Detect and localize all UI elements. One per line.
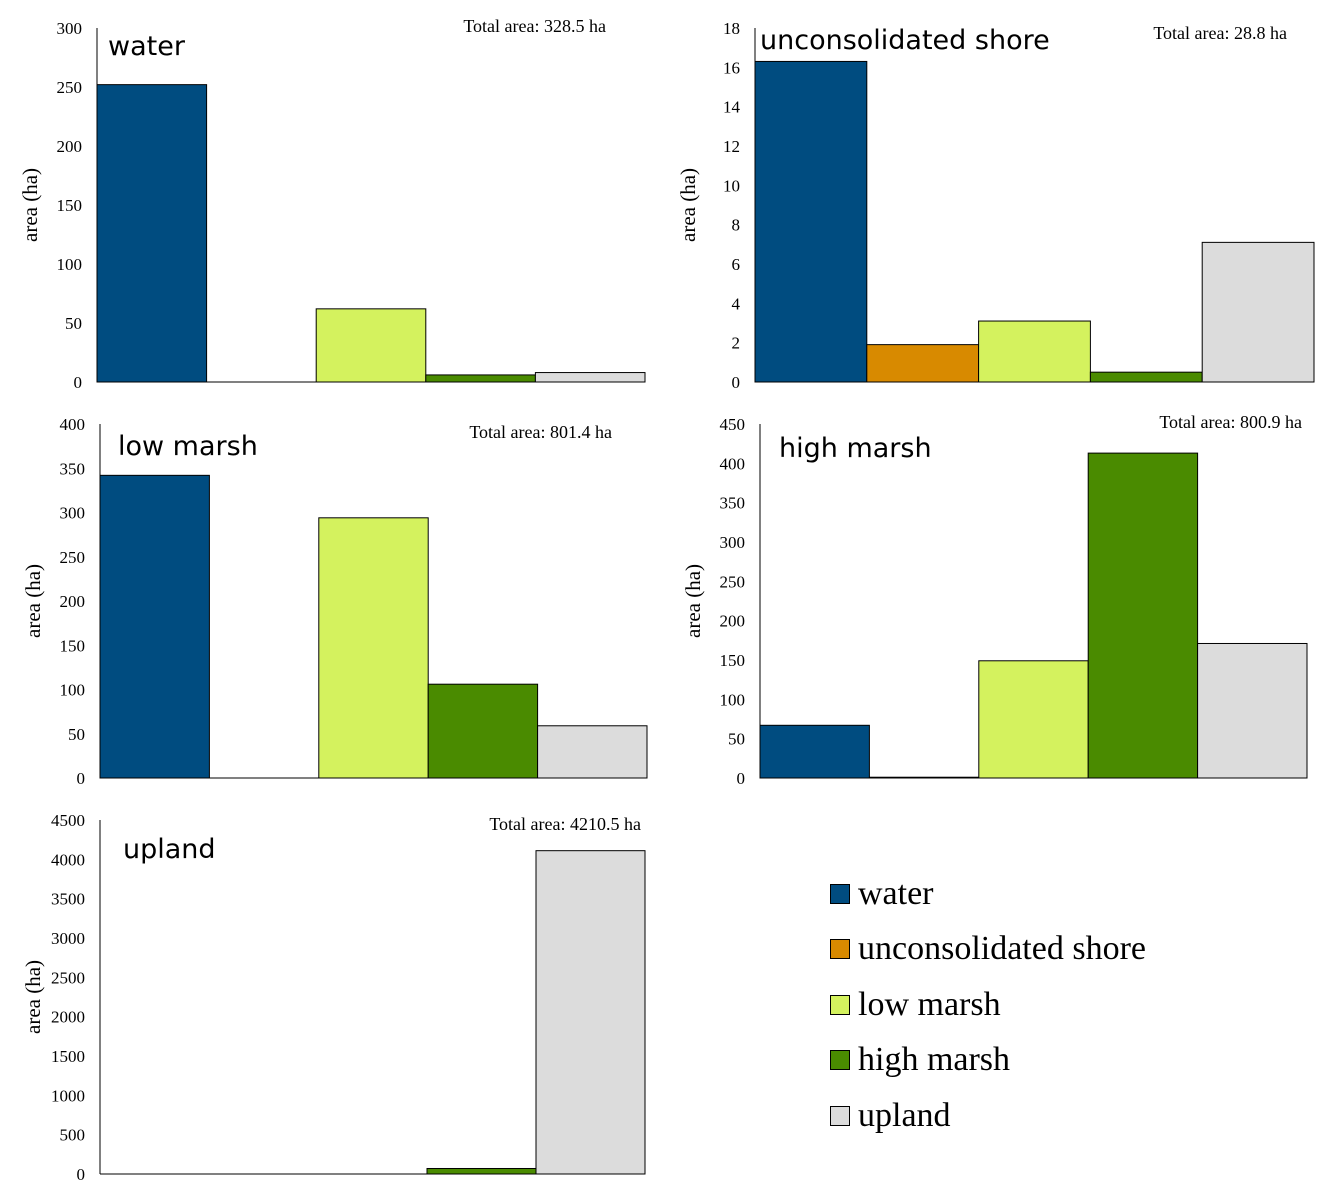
chart-title-unconsolidated-shore: unconsolidated shore xyxy=(760,25,1050,56)
total-area-annotation-high-marsh: Total area: 800.9 ha xyxy=(1159,412,1302,432)
legend-swatch-high-marsh xyxy=(830,1050,850,1070)
y-tick-label-water: 250 xyxy=(57,78,83,97)
bar-low-marsh-water xyxy=(100,475,209,778)
legend-swatch-unconsolidated-shore xyxy=(830,939,850,959)
bar-high-marsh-low-marsh xyxy=(979,661,1088,778)
y-tick-label-low-marsh: 300 xyxy=(60,504,86,523)
legend-label-unconsolidated-shore: unconsolidated shore xyxy=(858,930,1146,968)
y-tick-label-low-marsh: 100 xyxy=(60,681,86,700)
legend-swatch-low-marsh xyxy=(830,995,850,1015)
y-tick-label-low-marsh: 150 xyxy=(60,636,86,655)
y-tick-label-unconsolidated-shore: 2 xyxy=(732,334,741,353)
bar-unconsolidated-shore-unconsolidated-shore xyxy=(867,345,979,382)
y-tick-label-upland: 2000 xyxy=(51,1008,85,1027)
y-tick-label-high-marsh: 0 xyxy=(737,769,746,788)
legend-label-low-marsh: low marsh xyxy=(858,986,1001,1024)
bar-unconsolidated-shore-water xyxy=(755,61,867,382)
y-tick-label-water: 200 xyxy=(57,137,83,156)
y-tick-label-low-marsh: 250 xyxy=(60,548,86,567)
y-tick-label-high-marsh: 50 xyxy=(728,730,745,749)
y-tick-label-high-marsh: 300 xyxy=(720,533,746,552)
y-tick-label-high-marsh: 250 xyxy=(720,572,746,591)
bar-water-water xyxy=(97,85,207,382)
legend-item-upland: upland xyxy=(830,1088,1146,1144)
y-tick-label-unconsolidated-shore: 16 xyxy=(723,58,740,77)
y-tick-label-water: 150 xyxy=(57,196,83,215)
chart-title-water: water xyxy=(108,31,186,62)
y-tick-label-high-marsh: 100 xyxy=(720,690,746,709)
bar-unconsolidated-shore-high-marsh xyxy=(1090,372,1202,382)
total-area-annotation-water: Total area: 328.5 ha xyxy=(463,16,606,36)
y-tick-label-low-marsh: 350 xyxy=(60,459,86,478)
y-tick-label-upland: 3000 xyxy=(51,929,85,948)
y-tick-label-unconsolidated-shore: 8 xyxy=(732,216,741,235)
y-axis-label-water: area (ha) xyxy=(18,168,42,242)
y-tick-label-water: 300 xyxy=(57,19,83,38)
y-axis-label-upland: area (ha) xyxy=(21,960,45,1034)
y-tick-label-upland: 0 xyxy=(77,1165,86,1184)
total-area-annotation-upland: Total area: 4210.5 ha xyxy=(489,814,641,834)
legend-swatch-water xyxy=(830,884,850,904)
chart-title-low-marsh: low marsh xyxy=(118,431,258,462)
y-tick-label-unconsolidated-shore: 12 xyxy=(723,137,740,156)
bar-unconsolidated-shore-low-marsh xyxy=(979,321,1091,382)
legend-label-high-marsh: high marsh xyxy=(858,1041,1010,1079)
y-tick-label-high-marsh: 400 xyxy=(720,454,746,473)
y-tick-label-unconsolidated-shore: 14 xyxy=(723,98,741,117)
legend-item-low-marsh: low marsh xyxy=(830,977,1146,1033)
y-axis-label-unconsolidated-shore: area (ha) xyxy=(676,168,700,242)
y-tick-label-unconsolidated-shore: 4 xyxy=(732,294,741,313)
y-axis-label-high-marsh: area (ha) xyxy=(681,564,705,638)
bar-low-marsh-high-marsh xyxy=(428,684,537,778)
y-tick-label-upland: 1500 xyxy=(51,1047,85,1066)
legend: water unconsolidated shore low marsh hig… xyxy=(830,866,1146,1144)
y-tick-label-high-marsh: 450 xyxy=(720,415,746,434)
bar-low-marsh-upland xyxy=(538,726,647,778)
y-tick-label-unconsolidated-shore: 0 xyxy=(732,373,741,392)
y-tick-label-upland: 4000 xyxy=(51,850,85,869)
total-area-annotation-unconsolidated-shore: Total area: 28.8 ha xyxy=(1153,23,1287,43)
bar-unconsolidated-shore-upland xyxy=(1202,242,1314,382)
y-tick-label-unconsolidated-shore: 6 xyxy=(732,255,741,274)
bar-upland-high-marsh xyxy=(427,1168,536,1174)
bar-water-low-marsh xyxy=(316,309,426,382)
y-tick-label-unconsolidated-shore: 10 xyxy=(723,176,740,195)
total-area-annotation-low-marsh: Total area: 801.4 ha xyxy=(469,422,612,442)
legend-swatch-upland xyxy=(830,1106,850,1126)
y-tick-label-upland: 3500 xyxy=(51,890,85,909)
bar-high-marsh-upland xyxy=(1198,643,1307,778)
bar-high-marsh-water xyxy=(760,725,869,778)
bar-high-marsh-high-marsh xyxy=(1088,453,1197,778)
bar-upland-upland xyxy=(536,851,645,1174)
y-tick-label-high-marsh: 350 xyxy=(720,494,746,513)
y-tick-label-unconsolidated-shore: 18 xyxy=(723,19,740,38)
bar-low-marsh-low-marsh xyxy=(319,518,428,778)
chart-title-upland: upland xyxy=(123,834,216,865)
bar-water-high-marsh xyxy=(426,375,536,382)
legend-item-high-marsh: high marsh xyxy=(830,1033,1146,1089)
y-tick-label-upland: 500 xyxy=(60,1126,86,1145)
y-tick-label-upland: 4500 xyxy=(51,811,85,830)
y-axis-label-low-marsh: area (ha) xyxy=(21,564,45,638)
y-tick-label-high-marsh: 150 xyxy=(720,651,746,670)
legend-item-water: water xyxy=(830,866,1146,922)
y-tick-label-water: 0 xyxy=(74,373,83,392)
y-tick-label-low-marsh: 50 xyxy=(68,725,85,744)
y-tick-label-low-marsh: 200 xyxy=(60,592,86,611)
y-tick-label-water: 50 xyxy=(65,314,82,333)
y-tick-label-upland: 1000 xyxy=(51,1086,85,1105)
y-tick-label-upland: 2500 xyxy=(51,968,85,987)
legend-label-water: water xyxy=(858,875,934,913)
y-tick-label-high-marsh: 200 xyxy=(720,612,746,631)
y-tick-label-water: 100 xyxy=(57,255,83,274)
bar-water-upland xyxy=(535,373,645,382)
y-tick-label-low-marsh: 0 xyxy=(77,769,86,788)
y-tick-label-low-marsh: 400 xyxy=(60,415,86,434)
chart-title-high-marsh: high marsh xyxy=(779,433,932,464)
legend-item-unconsolidated-shore: unconsolidated shore xyxy=(830,922,1146,978)
legend-label-upland: upland xyxy=(858,1097,951,1135)
